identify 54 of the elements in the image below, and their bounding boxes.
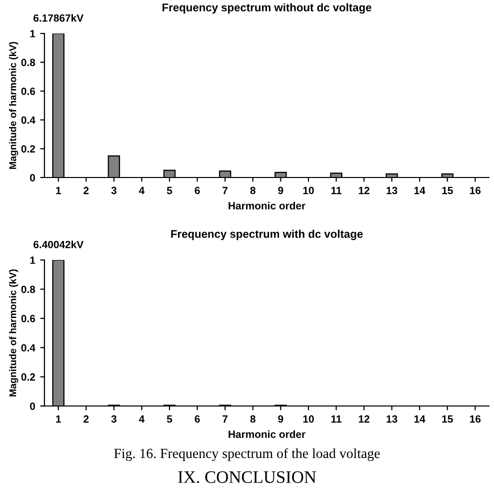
y-tick-label: 0.2 xyxy=(21,373,36,381)
x-tick-label: 2 xyxy=(84,415,89,423)
x-tick-label: 10 xyxy=(303,186,314,194)
y-tick-label: 0.2 xyxy=(21,145,36,153)
y-tick-label: 0.4 xyxy=(21,344,36,352)
annotation: 6.40042kV xyxy=(34,240,84,248)
y-tick-label: 0.6 xyxy=(21,314,36,322)
x-tick-label: 9 xyxy=(278,415,284,423)
y-tick-label: 1 xyxy=(30,256,36,264)
x-tick-label: 3 xyxy=(111,186,116,194)
x-tick-label: 12 xyxy=(358,415,370,423)
x-tick-label: 9 xyxy=(278,186,284,194)
x-tick-label: 10 xyxy=(303,415,314,423)
y-tick-label: 0.8 xyxy=(21,286,36,294)
x-tick-label: 4 xyxy=(138,186,145,194)
x-tick-label: 8 xyxy=(250,415,256,423)
caption: Fig. 16. Frequency spectrum of the load voltage xyxy=(114,448,380,461)
x-tick-label: 8 xyxy=(250,186,256,194)
x-axis-title: Harmonic order xyxy=(228,430,306,438)
y-axis-title: Magnitude of harmonic (kV) xyxy=(9,42,18,169)
chart-title: Frequency spectrum without dc voltage xyxy=(162,3,372,14)
x-tick-label: 6 xyxy=(194,186,200,194)
x-tick-label: 11 xyxy=(331,186,342,194)
x-axis-title: Harmonic order xyxy=(228,202,306,210)
x-tick-label: 7 xyxy=(222,186,228,194)
x-tick-label: 6 xyxy=(194,415,200,423)
x-tick-label: 5 xyxy=(166,186,172,194)
x-tick-label: 15 xyxy=(442,186,453,194)
y-tick-label: 0 xyxy=(30,174,36,182)
x-tick-label: 13 xyxy=(386,186,398,194)
y-tick-label: 1 xyxy=(30,30,36,38)
x-tick-label: 7 xyxy=(222,415,228,423)
y-tick-label: 0.6 xyxy=(21,88,36,95)
x-tick-label: 14 xyxy=(414,415,426,423)
chart-title: Frequency spectrum with dc voltage xyxy=(171,230,363,240)
y-axis-title: Magnitude of harmonic (kV) xyxy=(9,269,18,396)
y-tick-label: 0.8 xyxy=(21,58,36,66)
x-tick-label: 13 xyxy=(386,415,398,423)
x-tick-label: 4 xyxy=(138,415,145,423)
x-tick-label: 1 xyxy=(56,415,61,423)
x-tick-label: 12 xyxy=(358,186,370,194)
x-tick-label: 14 xyxy=(414,186,426,194)
x-tick-label: 5 xyxy=(166,415,172,423)
x-tick-label: 15 xyxy=(442,415,453,423)
x-tick-label: 2 xyxy=(84,186,89,194)
annotation: 6.17867kV xyxy=(34,14,84,22)
x-tick-label: 11 xyxy=(331,415,342,423)
text: IX. CONCLUSION xyxy=(178,471,316,484)
y-tick-label: 0 xyxy=(30,402,36,410)
x-tick-label: 16 xyxy=(470,186,481,194)
x-tick-label: 16 xyxy=(470,415,481,423)
x-tick-label: 1 xyxy=(56,186,61,194)
y-tick-label: 0.4 xyxy=(21,116,36,124)
x-tick-label: 3 xyxy=(111,415,116,423)
